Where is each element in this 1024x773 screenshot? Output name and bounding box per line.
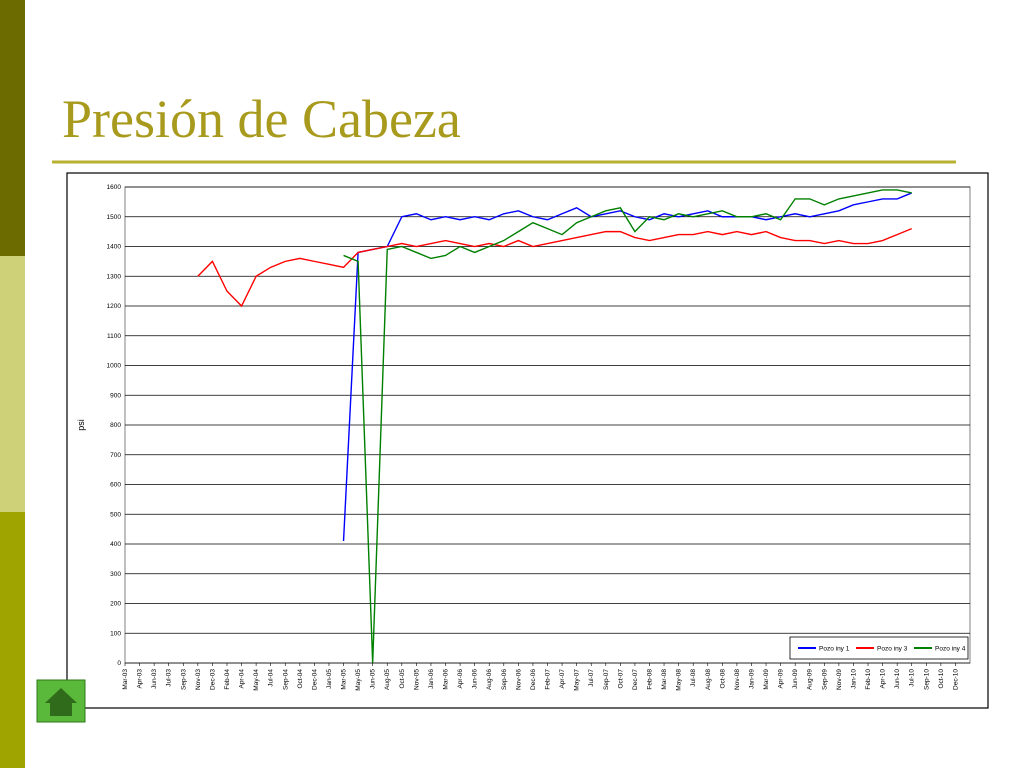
home-roof[interactable]	[45, 688, 77, 703]
x-tick-label: Sep-10	[923, 669, 930, 690]
x-tick-label: Jan-10	[850, 669, 857, 689]
y-tick-label: 700	[110, 452, 121, 459]
x-tick-label: Jan-09	[748, 669, 755, 689]
x-tick-label: Jan-06	[428, 669, 435, 689]
x-tick-label: Dec-03	[209, 669, 216, 690]
x-tick-label: May-04	[253, 669, 260, 691]
x-tick-label: Jul-04	[268, 669, 275, 687]
x-tick-label: Oct-07	[617, 669, 624, 689]
x-tick-label: Nov-06	[515, 669, 522, 690]
x-tick-label: Aug-08	[705, 669, 712, 690]
y-tick-label: 800	[110, 422, 121, 429]
x-tick-label: Apr-06	[457, 669, 464, 689]
x-tick-label: Oct-08	[719, 669, 726, 689]
x-tick-label: Nov-05	[413, 669, 420, 690]
y-tick-label: 300	[110, 571, 121, 578]
x-tick-label: Sep-03	[180, 669, 187, 690]
home-button[interactable]	[36, 679, 86, 723]
x-tick-label: Jun-10	[894, 669, 901, 689]
y-tick-label: 1500	[107, 214, 122, 221]
x-tick-label: Jun-06	[472, 669, 479, 689]
x-tick-label: Dec-10	[952, 669, 959, 690]
y-tick-label: 1000	[107, 363, 122, 370]
slide-title: Presión de Cabeza	[62, 89, 461, 149]
x-tick-label: Nov-09	[836, 669, 843, 690]
home-body[interactable]	[50, 702, 72, 716]
legend-box	[789, 636, 969, 660]
y-tick-label: 1200	[107, 303, 122, 310]
x-tick-label: Nov-08	[734, 669, 741, 690]
x-tick-label: Feb-07	[545, 669, 552, 690]
y-tick-label: 900	[110, 392, 121, 399]
x-tick-label: Jan-05	[326, 669, 333, 689]
x-tick-label: Aug-05	[384, 669, 391, 690]
x-tick-label: Sep-09	[821, 669, 828, 690]
y-tick-label: 1400	[107, 244, 122, 251]
x-tick-label: Nov-03	[195, 669, 202, 690]
legend-label: Pozo iny 3	[877, 646, 908, 653]
side-bar	[0, 512, 25, 768]
x-tick-label: Jul-10	[909, 669, 916, 687]
x-tick-label: Apr-04	[239, 669, 246, 689]
x-tick-label: Dec-04	[311, 669, 318, 690]
x-tick-label: Apr-10	[880, 669, 887, 689]
x-tick-label: Dec-07	[632, 669, 639, 690]
y-tick-label: 400	[110, 541, 121, 548]
x-tick-label: Oct-10	[938, 669, 945, 689]
x-tick-label: Mar-08	[661, 669, 668, 690]
y-tick-label: 200	[110, 601, 121, 608]
side-bar	[0, 256, 25, 512]
x-tick-label: Apr-03	[137, 669, 144, 689]
x-tick-label: Jun-03	[151, 669, 158, 689]
series-line	[343, 189, 912, 664]
x-tick-label: Jul-08	[690, 669, 697, 687]
x-tick-label: Dec-06	[530, 669, 537, 690]
x-tick-label: May-05	[355, 669, 362, 691]
x-tick-label: Sep-04	[282, 669, 289, 690]
x-tick-label: Apr-09	[778, 669, 785, 689]
series-line	[342, 192, 912, 542]
x-tick-label: Jul-07	[588, 669, 595, 687]
x-tick-label: Feb-04	[224, 669, 231, 690]
x-tick-label: Oct-04	[297, 669, 304, 689]
x-tick-label: Mar-05	[341, 669, 348, 690]
x-tick-label: Oct-05	[399, 669, 406, 689]
x-tick-label: Feb-08	[646, 669, 653, 690]
x-tick-label: Apr-07	[559, 669, 566, 689]
y-tick-label: 0	[117, 660, 121, 667]
x-tick-label: Sep-07	[603, 669, 610, 690]
x-tick-label: Jul-03	[166, 669, 173, 687]
x-tick-label: Jun-05	[370, 669, 377, 689]
legend-label: Pozo iny 4	[935, 646, 966, 653]
y-axis-label: psi	[76, 419, 86, 431]
x-tick-label: Mar-03	[122, 669, 129, 690]
x-tick-label: May-08	[676, 669, 683, 691]
x-tick-label: Aug-09	[807, 669, 814, 690]
x-tick-label: Sep-06	[501, 669, 508, 690]
x-tick-label: Mar-09	[763, 669, 770, 690]
series-line	[197, 228, 912, 308]
legend-label: Pozo iny 1	[819, 646, 850, 653]
side-bar	[0, 0, 25, 256]
y-tick-label: 1100	[107, 333, 121, 340]
y-tick-label: 1300	[107, 273, 122, 280]
x-tick-label: Mar-06	[443, 669, 450, 690]
y-tick-label: 1600	[107, 184, 122, 191]
y-tick-label: 500	[110, 511, 121, 518]
x-tick-label: Feb-10	[865, 669, 872, 690]
x-tick-label: Jun-09	[792, 669, 799, 689]
y-tick-label: 600	[110, 482, 121, 489]
x-tick-label: May-07	[574, 669, 581, 691]
y-tick-label: 100	[110, 630, 121, 637]
x-tick-label: Aug-06	[486, 669, 493, 690]
